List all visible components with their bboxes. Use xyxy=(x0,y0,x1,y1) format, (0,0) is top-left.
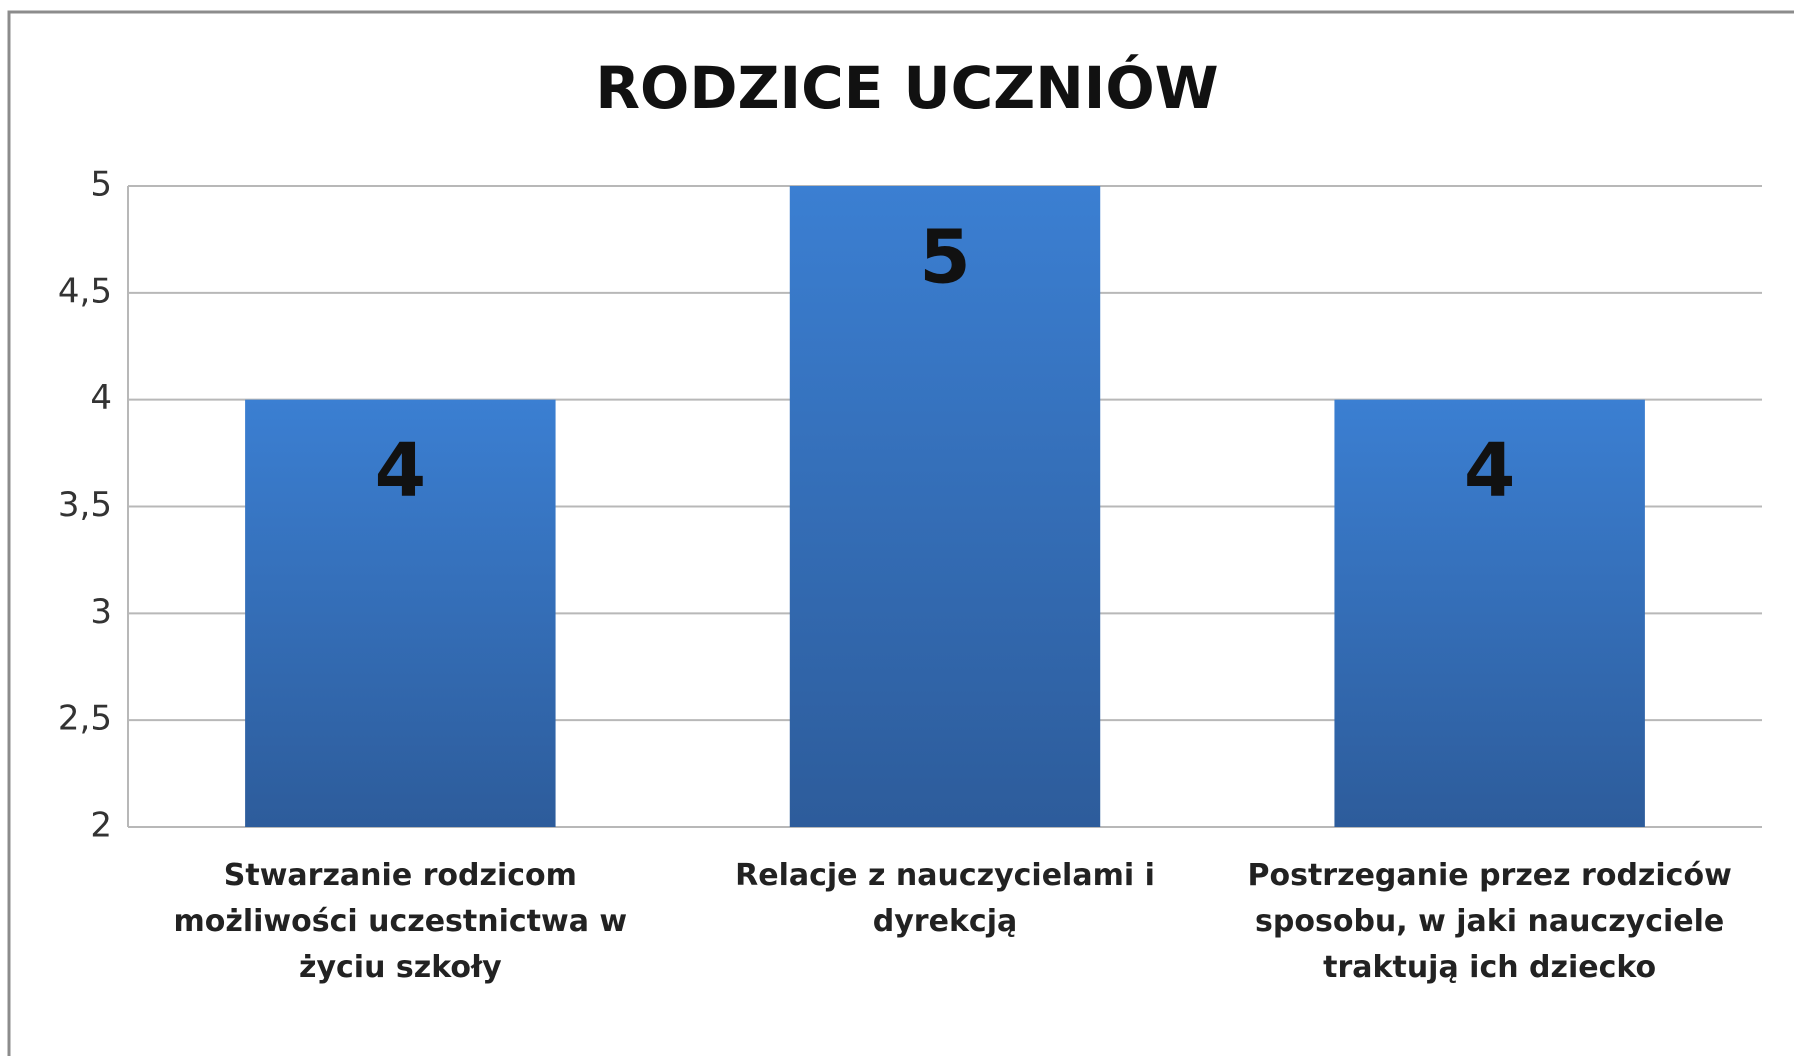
x-tick-label: Relacje z nauczycielami i dyrekcją xyxy=(735,858,1155,939)
y-tick-label: 4 xyxy=(90,378,112,418)
y-tick-label: 3 xyxy=(90,592,112,632)
x-tick-label: Postrzeganie przez rodziców sposobu, w j… xyxy=(1247,858,1732,985)
chart-title: RODZICE UCZNIÓW xyxy=(595,53,1218,122)
y-tick-label: 2,5 xyxy=(58,699,112,739)
chart-border xyxy=(7,10,1794,1056)
data-label: 5 xyxy=(919,215,971,301)
y-tick-label: 4,5 xyxy=(58,271,112,311)
y-tick-label: 3,5 xyxy=(58,485,112,525)
x-tick-label: Stwarzanie rodzicom możliwości uczestnic… xyxy=(173,858,628,985)
data-label: 4 xyxy=(375,428,427,514)
data-label: 4 xyxy=(1464,428,1516,514)
bar xyxy=(245,399,556,827)
y-tick-label: 2 xyxy=(90,806,112,846)
bar xyxy=(789,186,1101,827)
bar xyxy=(1334,399,1645,827)
y-tick-label: 5 xyxy=(90,165,112,205)
